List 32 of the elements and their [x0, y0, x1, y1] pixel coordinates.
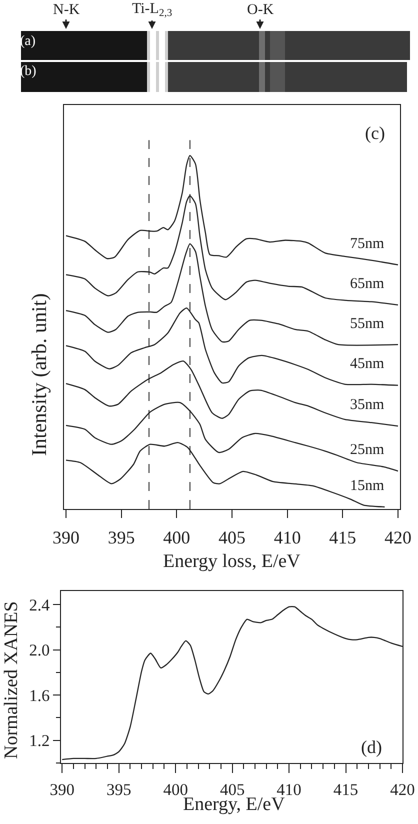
text: (b) — [20, 64, 37, 79]
y-tick-label: 1.2 — [29, 731, 50, 750]
x-tick-label: 415 — [333, 780, 358, 799]
y-tick-label: 2.0 — [29, 640, 50, 660]
text: (c) — [365, 123, 385, 143]
series-label: 75nm — [350, 236, 384, 252]
text: N-K — [53, 2, 80, 18]
x-tick-label: 415 — [329, 528, 356, 548]
x-tick-label: 420 — [384, 528, 412, 548]
text: (a) — [20, 34, 36, 49]
annotation: (d) — [361, 737, 382, 757]
text: O-K — [247, 2, 274, 18]
x-tick-label: 410 — [274, 528, 301, 548]
x-tick-label: 395 — [106, 780, 132, 799]
series-label: 65nm — [350, 276, 384, 292]
x-tick-label: 390 — [52, 528, 80, 548]
series-label: 15nm — [350, 478, 384, 494]
x-tick-label: 400 — [163, 528, 190, 548]
series-label: 55nm — [350, 316, 384, 332]
y-axis-title: Normalized XANES — [1, 601, 22, 759]
y-tick-label: 2.4 — [29, 595, 50, 614]
x-tick-label: 405 — [218, 528, 246, 548]
series-label: 25nm — [350, 442, 384, 458]
x-tick-label: 395 — [108, 528, 135, 548]
series-label: 45nm — [350, 356, 384, 372]
y-axis-title: Intensity (arb. unit) — [27, 293, 51, 456]
x-axis-title: Energy loss, E/eV — [163, 551, 301, 572]
y-tick-label: 1.6 — [29, 686, 50, 705]
text: Ti-L$_{2,3}$ — [132, 1, 172, 20]
series-label: 35nm — [350, 397, 384, 413]
x-tick-label: 390 — [50, 780, 75, 799]
x-tick-label: 420 — [390, 780, 415, 799]
